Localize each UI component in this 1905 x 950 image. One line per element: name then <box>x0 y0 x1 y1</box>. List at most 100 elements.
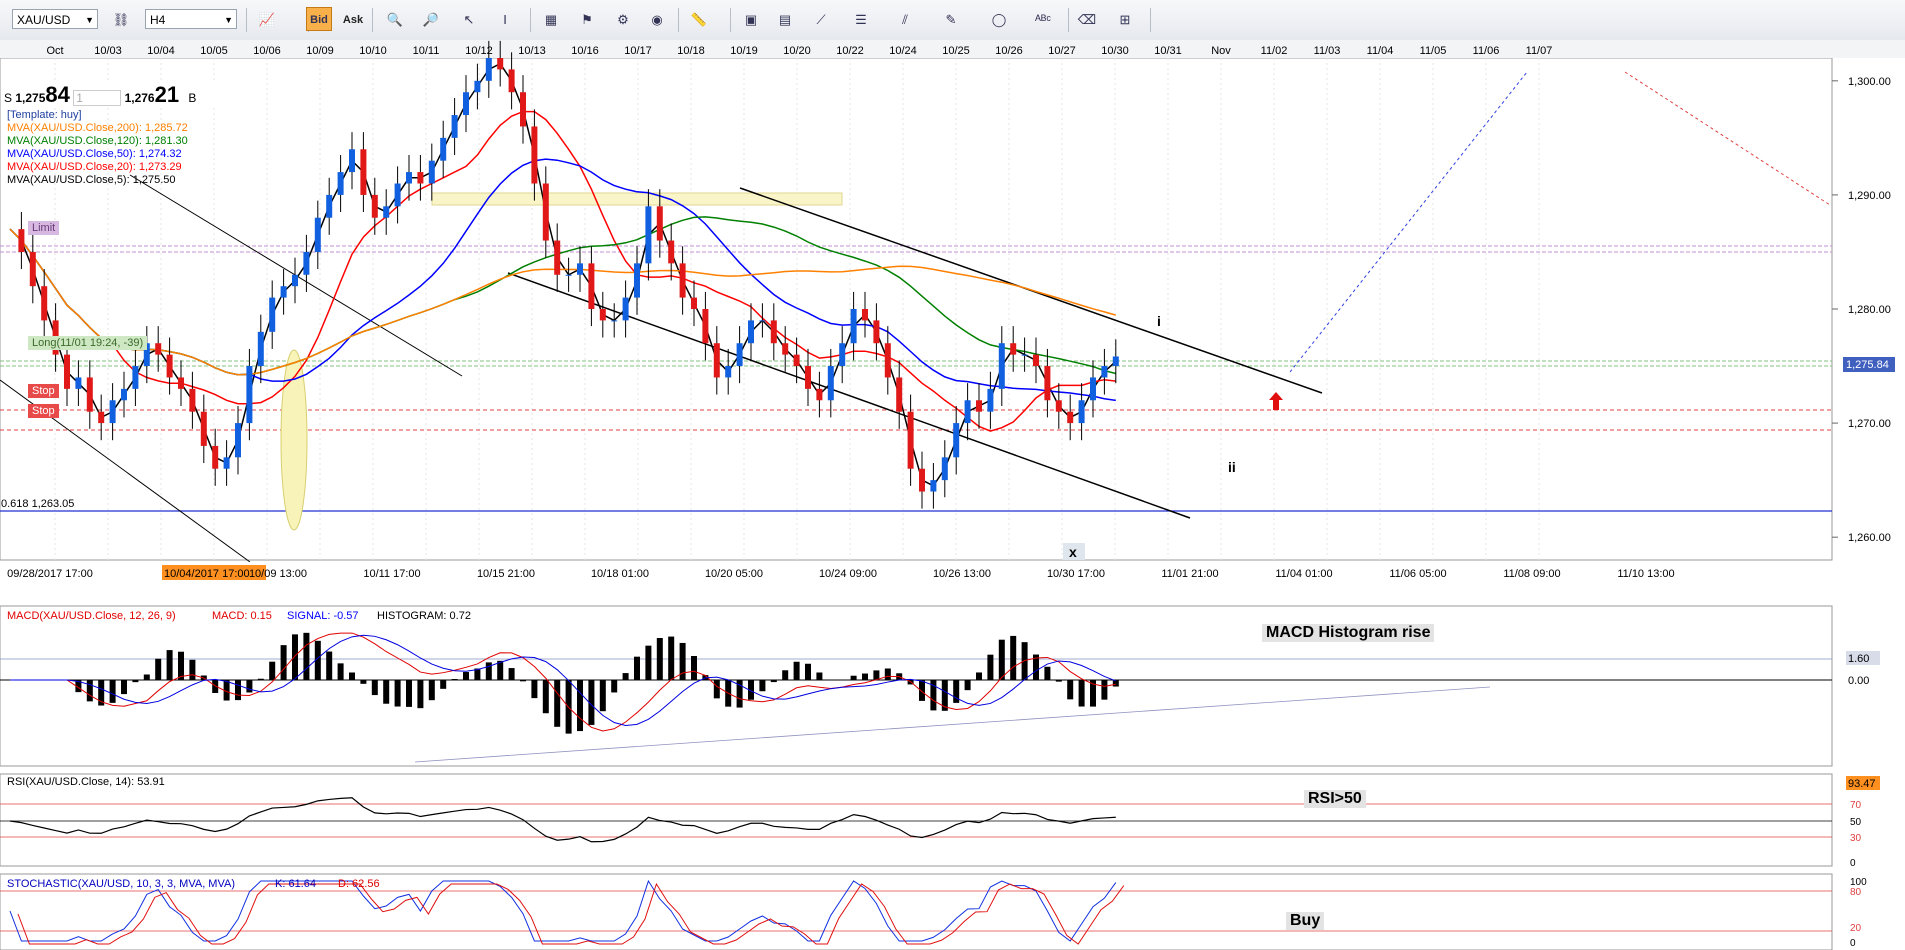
candle-body[interactable] <box>862 309 868 321</box>
candle-body[interactable] <box>349 149 355 173</box>
settings-icon[interactable]: ⚙ <box>617 12 629 27</box>
text-icon[interactable]: ᴬᴮᶜ <box>1035 12 1051 27</box>
candle-body[interactable] <box>622 297 629 321</box>
candle-body[interactable] <box>520 92 526 127</box>
candle-body[interactable] <box>976 400 982 412</box>
candle-body[interactable] <box>611 320 618 322</box>
stop-tag-1[interactable]: Stop <box>28 384 59 398</box>
candle-body[interactable] <box>109 400 116 424</box>
candle-body[interactable] <box>337 172 344 195</box>
eraser-icon[interactable]: ⌫ <box>1077 12 1097 27</box>
candle-body[interactable] <box>896 377 903 412</box>
x-marker[interactable]: x <box>1069 544 1077 560</box>
lot-input[interactable]: 1 <box>73 90 122 106</box>
alert-icon[interactable]: ⚑ <box>581 12 593 27</box>
candle-body[interactable] <box>200 411 207 446</box>
candle-body[interactable] <box>314 217 321 252</box>
candle-body[interactable] <box>531 126 538 184</box>
window-icon[interactable]: ▤ <box>778 12 792 27</box>
candle-body[interactable] <box>257 331 264 367</box>
candle-body[interactable] <box>98 411 105 424</box>
candle-body[interactable] <box>212 445 219 469</box>
candle-body[interactable] <box>166 354 173 378</box>
candle-body[interactable] <box>86 377 93 412</box>
candle-body[interactable] <box>725 366 732 378</box>
candle-body[interactable] <box>759 320 766 322</box>
candle-body[interactable] <box>953 423 960 458</box>
symbol-select[interactable]: XAU/USD ▼ <box>12 9 98 29</box>
chart-type-icon[interactable]: 📈 <box>258 12 276 27</box>
projection-down[interactable] <box>1624 71 1831 206</box>
candle-body[interactable] <box>485 58 492 81</box>
zoom-in-icon[interactable]: 🔍 <box>386 12 404 27</box>
candle-body[interactable] <box>805 366 811 389</box>
candle-body[interactable] <box>919 468 925 492</box>
globe-icon[interactable]: ◉ <box>651 12 663 27</box>
candle-body[interactable] <box>360 149 367 195</box>
zoom-out-icon[interactable]: 🔎 <box>422 12 440 27</box>
candle-body[interactable] <box>599 309 606 321</box>
indicator-icon[interactable]: I <box>503 12 507 27</box>
candle-body[interactable] <box>577 263 583 275</box>
candle-body[interactable] <box>713 343 720 378</box>
candle-body[interactable] <box>371 194 378 218</box>
candle-body[interactable] <box>383 206 390 218</box>
candle-body[interactable] <box>29 251 36 287</box>
candle-body[interactable] <box>428 160 435 184</box>
candle-body[interactable] <box>41 286 48 321</box>
cursor-icon[interactable]: ↖ <box>463 12 475 27</box>
highlight-ellipse[interactable] <box>280 349 308 531</box>
candle-body[interactable] <box>497 58 504 70</box>
candle-body[interactable] <box>18 229 25 252</box>
candle-body[interactable] <box>850 309 857 344</box>
channel-icon[interactable]: ⫽ <box>902 12 908 27</box>
candle-body[interactable] <box>1067 411 1074 424</box>
candle-body[interactable] <box>246 366 253 424</box>
bid-button[interactable]: Bid <box>306 7 332 31</box>
candle-body[interactable] <box>394 183 401 207</box>
candle-body[interactable] <box>1055 400 1062 412</box>
draw-line-icon[interactable]: ⟋ <box>816 12 826 27</box>
ma-line-ma20[interactable] <box>9 110 1116 432</box>
highlight-zone[interactable] <box>431 192 843 206</box>
candle-body[interactable] <box>1112 356 1119 367</box>
candle-body[interactable] <box>121 388 127 401</box>
link-icon[interactable]: ⛓ <box>112 12 130 27</box>
limit-tag[interactable]: Limit <box>28 221 60 235</box>
candle-body[interactable] <box>1021 354 1028 356</box>
candle-body[interactable] <box>463 92 469 116</box>
candle-body[interactable] <box>406 172 412 184</box>
template-icon[interactable]: ▦ <box>544 12 558 27</box>
hierarchy-icon[interactable]: ⊞ <box>1119 12 1131 27</box>
candle-body[interactable] <box>474 80 481 93</box>
candle-body[interactable] <box>634 263 640 298</box>
candle-body[interactable] <box>656 206 663 241</box>
candle-body[interactable] <box>998 343 1005 389</box>
candle-body[interactable] <box>565 274 572 276</box>
candle-body[interactable] <box>668 240 675 264</box>
candle-body[interactable] <box>132 366 139 389</box>
candle-body[interactable] <box>679 263 686 298</box>
candle-body[interactable] <box>292 274 298 287</box>
candle-body[interactable] <box>941 457 948 481</box>
long-tag[interactable]: Long(11/01 19:24, -39) <box>28 336 148 350</box>
candle-body[interactable] <box>1078 400 1085 424</box>
candle-body[interactable] <box>235 423 241 458</box>
candle-body[interactable] <box>702 309 709 344</box>
candle-body[interactable] <box>1033 354 1039 367</box>
candle-body[interactable] <box>269 297 276 332</box>
ask-button[interactable]: Ask <box>342 14 364 26</box>
candle-body[interactable] <box>839 343 846 367</box>
candle-body[interactable] <box>748 320 754 344</box>
candle-body[interactable] <box>417 172 424 184</box>
candle-body[interactable] <box>691 297 697 309</box>
stop-tag-2[interactable]: Stop <box>28 404 59 418</box>
candle-body[interactable] <box>178 377 184 389</box>
image-icon[interactable]: ▣ <box>744 12 758 27</box>
candle-body[interactable] <box>782 343 789 355</box>
candle-body[interactable] <box>930 480 937 492</box>
candle-body[interactable] <box>1101 366 1108 378</box>
pencil-icon[interactable]: ✎ <box>945 12 957 27</box>
candle-body[interactable] <box>1010 343 1017 355</box>
